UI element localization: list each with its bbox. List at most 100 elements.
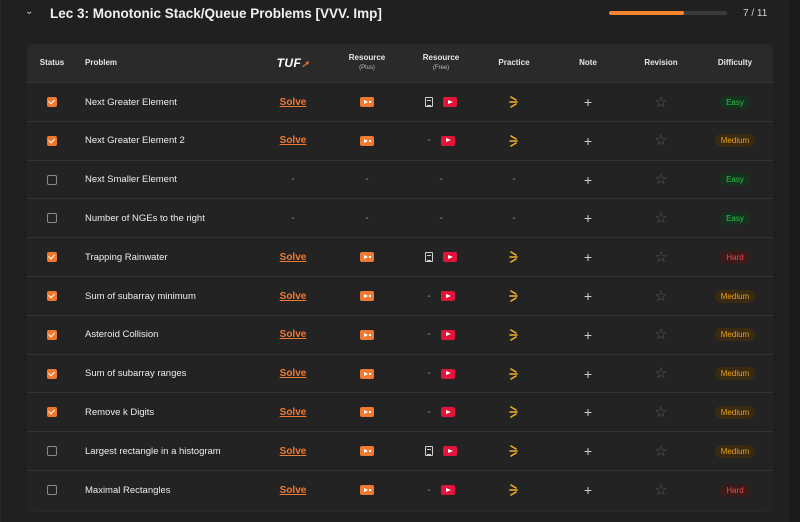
practice-missing: - [512,212,516,224]
add-note-icon[interactable]: + [583,443,593,460]
youtube-icon[interactable] [440,135,455,146]
practice-leetcode-icon[interactable] [509,251,519,263]
practice-leetcode-icon[interactable] [509,484,519,496]
add-note-icon[interactable]: + [583,171,593,188]
difficulty-badge: Easy [720,211,750,225]
status-cell [27,122,77,160]
chevron-down-icon[interactable]: ⌄ [25,6,34,17]
problem-name[interactable]: Next Greater Element 2 [85,135,185,147]
status-checkbox[interactable] [47,446,57,457]
add-note-icon[interactable]: + [583,288,593,304]
practice-leetcode-icon[interactable] [509,96,519,108]
star-icon[interactable]: ☆ [654,403,668,421]
problem-name[interactable]: Next Smaller Element [85,174,177,186]
play-badge-icon[interactable] [360,407,374,418]
resource-plus-cell [337,122,397,160]
practice-leetcode-icon[interactable] [509,367,519,380]
play-badge-icon[interactable] [360,97,374,107]
problem-name[interactable]: Asteroid Collision [85,329,159,341]
star-icon[interactable]: ☆ [654,209,668,227]
progress-bar [609,11,727,15]
problem-name[interactable]: Sum of subarray minimum [85,290,196,302]
solve-link[interactable]: Solve [279,329,307,341]
difficulty-cell: Easy [705,83,765,121]
solve-link[interactable]: Solve [279,96,307,108]
add-note-icon[interactable]: + [583,249,593,266]
play-badge-icon[interactable] [360,368,374,379]
play-badge-icon[interactable] [360,135,374,146]
status-checkbox[interactable] [47,252,57,263]
problem-name[interactable]: Largest rectangle in a histogram [85,445,221,457]
youtube-icon[interactable] [440,291,455,301]
problem-name[interactable]: Number of NGEs to the right [85,212,205,224]
status-checkbox[interactable] [47,135,57,146]
add-note-icon[interactable]: + [583,132,593,149]
status-cell [27,277,77,315]
practice-leetcode-icon[interactable] [509,445,519,457]
youtube-icon[interactable] [440,368,455,379]
solve-link[interactable]: Solve [279,135,307,147]
play-badge-icon[interactable] [360,291,374,301]
status-checkbox[interactable] [47,174,57,185]
add-note-icon[interactable]: + [583,210,593,227]
problem-name[interactable]: Trapping Rainwater [85,251,168,263]
status-checkbox[interactable] [47,291,57,301]
solve-link[interactable]: Solve [279,484,307,496]
status-checkbox[interactable] [47,213,57,224]
star-icon[interactable]: ☆ [654,481,668,499]
solve-link[interactable]: Solve [279,445,307,457]
youtube-icon[interactable] [443,97,457,107]
article-missing: - [427,368,431,380]
add-note-icon[interactable]: + [583,326,593,343]
add-note-icon[interactable]: + [583,482,593,498]
youtube-icon[interactable] [443,252,457,263]
star-icon[interactable]: ☆ [654,287,668,305]
practice-leetcode-icon[interactable] [509,290,519,302]
status-cell [27,199,77,237]
article-doc-icon[interactable] [425,446,433,457]
section-header[interactable]: ⌄ Lec 3: Monotonic Stack/Queue Problems … [1,0,789,30]
add-note-icon[interactable]: + [583,404,593,421]
practice-leetcode-icon[interactable] [509,406,519,419]
solve-link[interactable]: Solve [279,368,307,380]
youtube-icon[interactable] [440,485,455,495]
problem-name[interactable]: Maximal Rectangles [85,484,171,496]
solve-link[interactable]: Solve [279,290,307,302]
star-icon[interactable]: ☆ [654,248,668,266]
problem-name[interactable]: Sum of subarray ranges [85,368,187,380]
solve-link[interactable]: Solve [279,251,307,263]
youtube-icon[interactable] [440,329,455,340]
status-checkbox[interactable] [47,485,57,495]
resource-plus-cell [337,355,397,393]
resource-plus-cell [337,393,397,431]
play-badge-icon[interactable] [360,252,374,263]
table-row: Largest rectangle in a histogram Solve + ☆ M… [27,431,773,471]
star-icon[interactable]: ☆ [654,365,668,383]
article-doc-icon[interactable] [425,252,433,263]
status-checkbox[interactable] [47,407,57,418]
resource-plus-cell [337,316,397,354]
problem-name[interactable]: Remove k Digits [85,406,155,418]
play-badge-icon[interactable] [360,485,374,495]
youtube-icon[interactable] [440,407,455,418]
add-note-icon[interactable]: + [583,365,593,382]
status-checkbox[interactable] [47,97,57,107]
star-icon[interactable]: ☆ [654,442,668,460]
play-badge-icon[interactable] [360,329,374,340]
resource-free-cell: - [411,316,471,354]
star-icon[interactable]: ☆ [654,326,668,344]
play-badge-icon[interactable] [360,446,374,457]
status-checkbox[interactable] [47,368,57,379]
solve-link[interactable]: Solve [279,406,307,418]
star-icon[interactable]: ☆ [654,93,668,111]
practice-leetcode-icon[interactable] [509,328,519,341]
practice-leetcode-icon[interactable] [509,134,519,147]
star-icon[interactable]: ☆ [654,132,668,150]
add-note-icon[interactable]: + [583,94,593,110]
status-cell [27,355,77,393]
problem-name[interactable]: Next Greater Element [85,96,177,108]
star-icon[interactable]: ☆ [654,171,668,189]
status-checkbox[interactable] [47,329,57,340]
youtube-icon[interactable] [443,446,457,457]
article-doc-icon[interactable] [425,97,433,107]
